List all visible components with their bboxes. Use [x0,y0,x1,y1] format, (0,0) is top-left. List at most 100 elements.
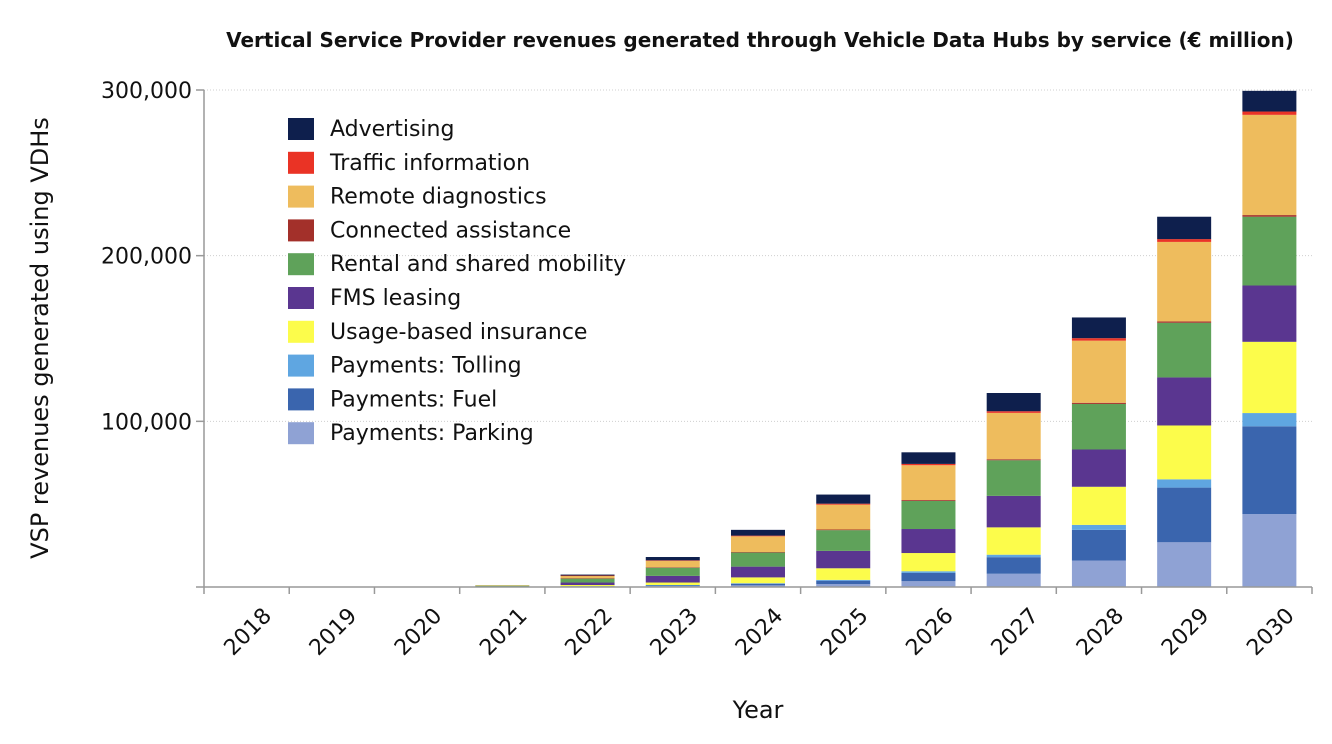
legend-label: Payments: Tolling [330,354,522,379]
bar-segment [475,585,530,587]
legend-swatch [288,185,314,208]
x-tick-label: 2021 [475,604,532,661]
bars [475,90,1297,588]
bar-segment [731,552,785,567]
bar-segment [1071,486,1126,525]
bar-segment [1071,524,1126,530]
bar-segment [1157,487,1212,543]
bar-segment [1242,114,1297,216]
bar-segment [731,536,785,553]
legend-swatch [288,320,314,343]
x-tick-labels: 2018 2019 2020 2021 2022 2023 2024 2025 2026 2027… [220,604,1300,661]
bar-segment [1242,413,1297,427]
bar-segment [1071,338,1126,341]
bar-segment [645,582,700,586]
bar-segment [1157,322,1212,378]
legend-label: Rental and shared mobility [330,252,626,277]
bar-segment [731,529,785,536]
bar-segment [986,554,1041,558]
bar-segment [1157,241,1212,322]
bar-segment [1071,317,1126,339]
bar-segment [1071,403,1126,450]
legend-item: Rental and shared mobility [288,252,626,277]
bar-segment [1071,449,1126,487]
bar-segment [645,560,700,561]
legend-item: Payments: Fuel [288,387,497,412]
bar-segment [560,574,615,576]
bar-segment [1242,111,1297,115]
bar-segment [645,585,700,586]
x-tick-label: 2018 [220,604,277,661]
bar-segment [901,465,956,501]
legend-swatch [288,388,314,411]
bar-segment [816,579,871,581]
bar-segment [645,575,700,583]
legend-item: Advertising [288,117,454,142]
chart-title: Vertical Service Provider revenues gener… [226,28,1294,52]
bar-segment [901,571,956,573]
legend-swatch [288,253,314,276]
legend-label: Advertising [330,117,454,142]
bar-segment [1242,285,1297,342]
bar-segment [560,578,615,579]
bar-segment [1157,542,1212,587]
bar-segment [1157,377,1212,426]
bar-segment [731,583,785,586]
legend-item: Usage-based insurance [288,320,587,345]
bar-segment [986,527,1041,555]
bar-segment [560,585,615,587]
bar-segment [816,580,871,585]
legend-item: Traffic information [288,151,530,176]
bar-segment [645,585,700,587]
legend-item: Payments: Parking [288,421,534,446]
bar-segment [731,583,785,584]
x-tick-label: 2027 [987,604,1044,661]
legend-label: Payments: Fuel [330,387,497,412]
bar-segment [1157,239,1212,242]
y-tick-labels: 300,000 200,000 100,000 [101,79,192,435]
bar-segment [901,500,956,501]
legend-swatch [288,151,314,174]
bar-segment [816,568,871,580]
legend-swatch [288,354,314,377]
bar-segment [816,494,871,504]
bar-segment [645,567,700,568]
legend: Advertising Traffic information Remote dia… [288,117,626,446]
legend-swatch [288,219,314,242]
bar-segment [986,573,1041,587]
bar-segment [901,500,956,530]
bar-segment [645,557,700,561]
legend-swatch [288,118,314,140]
y-axis-label: VSP revenues generated using VDHs [26,117,54,559]
bar-segment [1071,340,1126,403]
x-tick-label: 2019 [305,604,362,661]
bar-segment [986,495,1041,528]
legend-swatch [288,287,314,309]
x-tick-label: 2026 [901,604,958,661]
bar-segment [731,577,785,584]
bar-segment [901,572,956,582]
bar-segment [986,393,1041,412]
bar-segment [1157,216,1212,240]
bar-segment [560,582,615,586]
bar-segment [986,412,1041,460]
bar-segment [816,503,871,505]
bar-segment [816,529,871,531]
bar-segment [1242,90,1297,112]
x-tick-label: 2029 [1157,604,1214,661]
bar-segment [1157,425,1212,480]
bar-segment [1242,341,1297,414]
x-tick-label: 2024 [731,604,788,661]
bar-segment [560,578,615,583]
x-tick-label: 2022 [561,604,618,661]
bar-segment [901,529,956,554]
bar-segment [475,585,530,586]
bar-segment [1157,321,1212,323]
bar-segment [1071,529,1126,561]
bar-segment [901,581,956,587]
bar-segment [901,452,956,464]
legend-label: FMS leasing [330,286,461,311]
bar-segment [816,530,871,551]
legend-label: Usage-based insurance [330,320,587,345]
